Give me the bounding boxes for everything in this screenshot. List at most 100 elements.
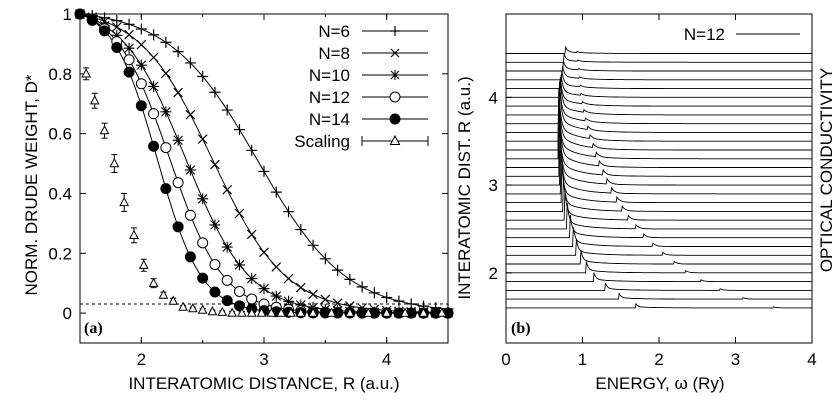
triangle-marker [129, 229, 139, 239]
waterfall-traces-b [506, 45, 812, 309]
open-circle-marker [233, 285, 245, 297]
filled-circle-marker [86, 14, 98, 26]
cross-marker [197, 134, 208, 144]
markers-a [74, 8, 454, 319]
curve-n8 [79, 13, 449, 314]
y-tick-label-b: 3 [489, 176, 498, 195]
plus-marker [172, 46, 184, 58]
asterisk-marker [135, 59, 147, 71]
trace-line [506, 112, 812, 168]
plus-marker [184, 57, 196, 69]
trace-line [506, 150, 812, 195]
trace-fill [506, 66, 812, 80]
plus-marker [393, 295, 405, 307]
filled-circle-marker [148, 140, 160, 152]
triangle-marker [168, 295, 179, 305]
triangle-marker [436, 307, 447, 317]
y-tick-label-a: 0.6 [48, 125, 72, 144]
x-tick-label-b: 3 [731, 350, 740, 369]
plus-marker [368, 287, 380, 299]
trace-line [506, 239, 812, 256]
open-circle-marker [160, 142, 172, 154]
asterisk-marker [209, 219, 221, 231]
plus-marker [258, 165, 270, 177]
trace-fill [506, 239, 812, 256]
trace-line [506, 190, 812, 221]
trace-fill [506, 136, 812, 186]
curve-n12 [79, 13, 448, 314]
curve-n10 [79, 13, 448, 314]
y-axis-label-b: INTERATOMIC DIST. R (a.u.) [455, 76, 474, 299]
trace-fill [506, 77, 812, 107]
trace-line [506, 70, 812, 90]
trace-line [506, 202, 812, 230]
y-tick-label-a: 1 [63, 5, 72, 24]
triangle-marker [256, 307, 267, 317]
x-axis-label-a: INTERATOMIC DISTANCE, R (a.u.) [128, 374, 399, 393]
trace-line [506, 163, 812, 204]
trace-line [506, 45, 812, 54]
x-tick-label-a: 2 [137, 350, 146, 369]
trace-line [506, 79, 812, 116]
plus-marker [332, 264, 344, 276]
trace-fill [506, 150, 812, 194]
trace-line [506, 76, 812, 107]
y-tick-label-b: 2 [489, 264, 498, 283]
asterisk-marker [283, 295, 295, 307]
x-axis-label-b: ENERGY, ω (Ry) [595, 374, 724, 393]
open-circle-marker [389, 91, 401, 103]
asterisk-marker [246, 273, 258, 285]
trace-fill [506, 177, 812, 212]
triangle-marker [237, 307, 247, 317]
filled-circle-marker [74, 8, 86, 20]
triangle-marker [119, 196, 130, 207]
panel-a: 2 3 4 0 0.2 0.4 0.6 0.8 1 N=6 N=8 N=10 N=12 N=14 Scal… [22, 5, 454, 393]
plus-marker [111, 15, 123, 27]
cross-marker [308, 289, 318, 300]
y-tick-label-a: 0 [63, 304, 72, 323]
plus-marker [307, 239, 319, 251]
plus-marker [295, 224, 307, 236]
cross-marker [283, 273, 294, 284]
triangle-marker [389, 134, 401, 145]
trace-fill [506, 293, 812, 300]
plot-frame-b [505, 13, 813, 344]
legend-label: N=10 [309, 66, 350, 85]
trace-line [506, 261, 812, 274]
triangle-marker [295, 307, 306, 317]
filled-circle-marker [135, 100, 147, 112]
cross-marker [295, 282, 306, 293]
cross-marker [136, 39, 147, 50]
plus-marker [344, 273, 356, 285]
legend-error-bar [361, 136, 429, 146]
plus-marker [209, 86, 221, 98]
open-circle-marker [135, 78, 147, 90]
axis-ticks-a [79, 13, 449, 343]
cross-marker [390, 48, 400, 58]
filled-circle-marker [172, 221, 184, 233]
filled-circle-marker [123, 66, 135, 78]
asterisk-marker [184, 164, 196, 176]
triangle-marker [326, 307, 337, 317]
trace-line [506, 87, 812, 142]
x-tick-label-b: 0 [501, 350, 510, 369]
cross-marker [234, 208, 245, 219]
trace-fill [506, 261, 812, 273]
asterisk-marker [148, 80, 160, 92]
filled-circle-marker [197, 272, 209, 284]
triangle-marker [308, 307, 318, 317]
plus-marker [283, 206, 295, 218]
x-tick-label-b: 4 [807, 350, 816, 369]
plus-marker [135, 23, 147, 35]
filled-circle-marker [389, 113, 401, 125]
trace-fill [506, 215, 812, 238]
plus-marker [390, 26, 400, 36]
cross-marker [222, 184, 233, 195]
asterisk-marker [160, 106, 172, 118]
asterisk-marker [270, 290, 282, 302]
triangle-marker [276, 307, 287, 317]
open-circle-marker [209, 258, 221, 270]
panel-label-a: (a) [84, 320, 103, 337]
filled-circle-marker [160, 183, 172, 195]
